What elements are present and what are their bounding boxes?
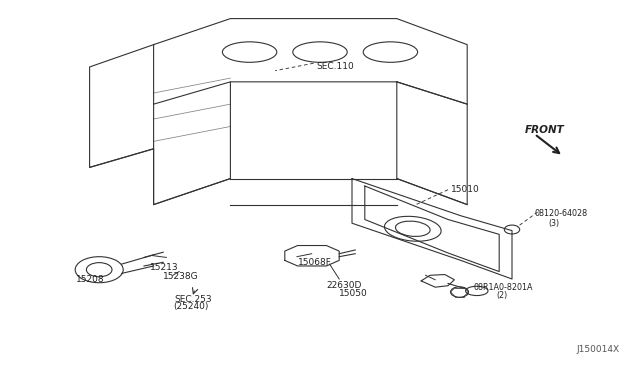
Text: 08120-64028: 08120-64028 (534, 209, 588, 218)
Text: (2): (2) (496, 291, 508, 300)
Text: 15238G: 15238G (163, 272, 199, 280)
Text: (25240): (25240) (173, 302, 208, 311)
Text: 15208: 15208 (76, 275, 104, 284)
Text: J150014X: J150014X (576, 345, 619, 354)
Text: FRONT: FRONT (525, 125, 564, 135)
Text: 15010: 15010 (451, 185, 480, 194)
Text: 15050: 15050 (339, 289, 368, 298)
Text: SEC.110: SEC.110 (317, 62, 355, 71)
Text: 22630D: 22630D (326, 281, 362, 290)
Text: 15213: 15213 (150, 263, 179, 272)
Text: SEC.253: SEC.253 (174, 295, 212, 304)
Text: 15068F: 15068F (298, 258, 332, 267)
Text: (3): (3) (548, 219, 559, 228)
Text: 08R1A0-8201A: 08R1A0-8201A (474, 283, 533, 292)
